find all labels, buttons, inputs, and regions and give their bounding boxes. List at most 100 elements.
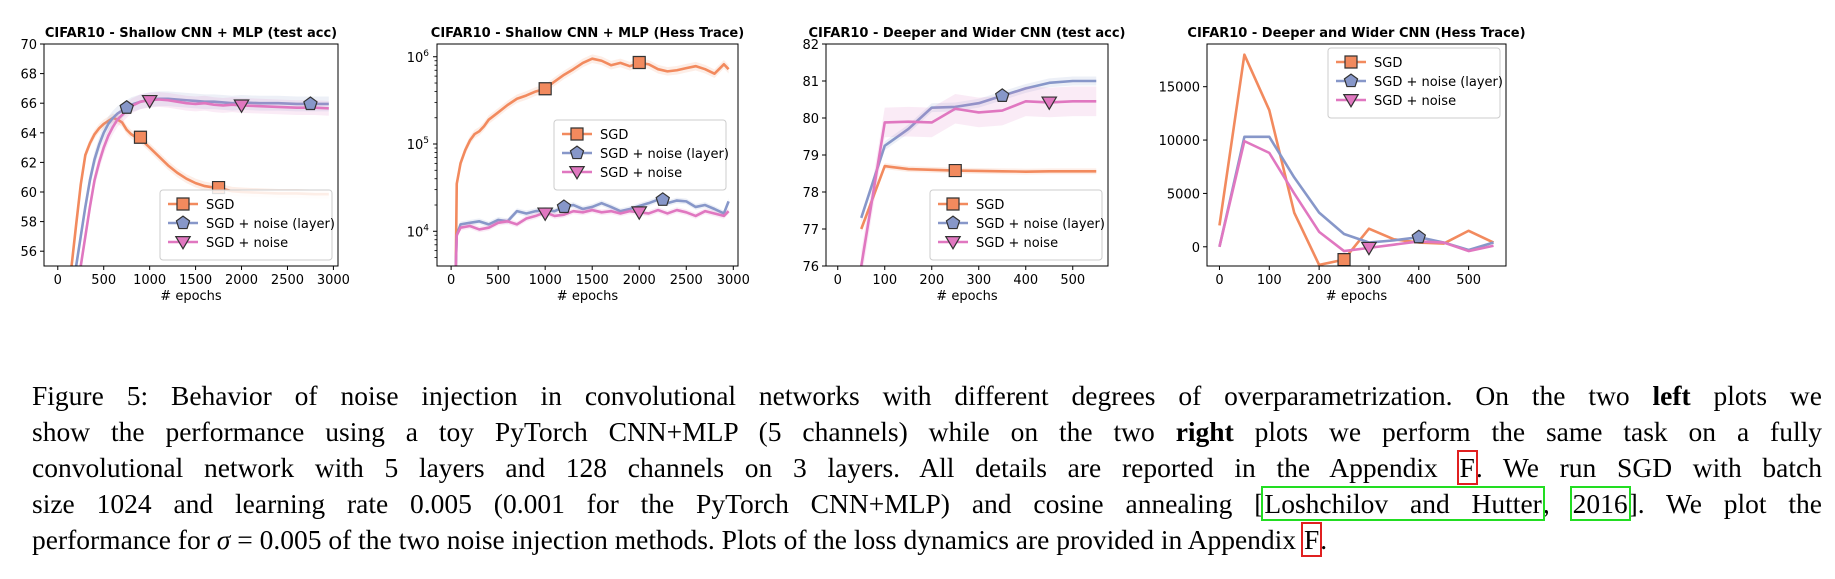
series-marker: [994, 88, 1010, 102]
series-marker: [233, 99, 250, 114]
chart-title: CIFAR10 - Shallow CNN + MLP (test acc): [45, 26, 337, 41]
legend-entry: SGD + noise (layer): [976, 217, 1105, 232]
y-tick-label: 62: [20, 156, 37, 171]
legend-box: [1327, 47, 1501, 119]
series-marker: [1041, 96, 1058, 111]
legend-entry: SGD + noise: [1374, 94, 1456, 109]
legend-entry: SGD: [976, 198, 1004, 213]
y-tick-label: 68: [20, 68, 37, 83]
x-tick-label: 2000: [623, 273, 656, 288]
y-tick-label: 82: [802, 38, 819, 53]
caption-line-5: performance for σ = 0.005 of the two noi…: [32, 522, 1822, 558]
legend-box: [929, 189, 1103, 261]
x-tick-label: 400: [1013, 273, 1038, 288]
x-tick-label: 1500: [179, 273, 212, 288]
legend: SGD SGD + noise (layer) SGD + noise: [553, 119, 729, 191]
y-tick-label: 5000: [1167, 187, 1200, 202]
series-marker: [1360, 241, 1378, 256]
chart-deep-test-acc: CIFAR10 - Deeper and Wider CNN (test acc…: [802, 26, 1125, 304]
caption-text: plots we perform the same task on a full…: [1233, 416, 1822, 447]
legend: SGD SGD + noise (layer) SGD + noise: [929, 189, 1105, 261]
x-axis-label: # epochs: [1326, 289, 1388, 304]
x-tick-label: 100: [872, 273, 897, 288]
y-tick-label: 78: [802, 186, 819, 201]
x-tick-label: 300: [1357, 273, 1382, 288]
axes-frame: [436, 43, 739, 267]
caption-text: plots we: [1690, 380, 1822, 411]
caption-line-1: Figure 5: Behavior of noise injection in…: [32, 378, 1822, 414]
legend-marker: [568, 166, 586, 181]
legend-entry: SGD: [600, 128, 628, 143]
legend-entry: SGD: [1374, 56, 1402, 71]
y-tick-label: 0: [1192, 241, 1200, 256]
caption-text: .: [1320, 524, 1328, 555]
series-marker: [538, 82, 552, 96]
chart-shallow-test-acc: CIFAR10 - Shallow CNN + MLP (test acc) 0 5…: [20, 26, 350, 304]
legend-marker: [175, 215, 191, 230]
x-tick-label: 2500: [271, 273, 304, 288]
y-tick-label: 56: [20, 245, 37, 260]
citation-year-link[interactable]: 2016: [1569, 486, 1631, 521]
x-tick-label: 2500: [670, 273, 703, 288]
legend-marker: [945, 215, 961, 230]
caption-text: = 0.005 of the two noise injection metho…: [230, 524, 1303, 555]
y-tick-label: 104: [407, 223, 430, 240]
y-tick-label: 105: [407, 136, 429, 153]
y-tick-label: 79: [802, 149, 819, 164]
legend-entry: SGD + noise: [206, 236, 288, 251]
series-line: [1218, 135, 1494, 252]
caption-bold-left: left: [1652, 380, 1691, 411]
x-tick-label: 300: [966, 273, 991, 288]
series-line: [79, 98, 329, 266]
caption-bold-right: right: [1175, 416, 1234, 447]
legend-marker: [174, 236, 192, 251]
series-band: [80, 92, 329, 266]
caption-text: . We run SGD with batch: [1475, 452, 1822, 483]
legend-entry: SGD + noise (layer): [206, 217, 335, 232]
chart-deep-hess-trace: CIFAR10 - Deeper and Wider CNN (Hess Tra…: [1159, 26, 1526, 304]
citation-author-link[interactable]: Loshchilov and Hutter: [1261, 486, 1545, 521]
chart-shallow-hess-trace: CIFAR10 - Shallow CNN + MLP (Hess Trace)…: [407, 26, 750, 304]
series-line: [454, 208, 730, 266]
caption-text: size 1024 and learning rate 0.005 (0.001…: [32, 488, 1264, 519]
caption-text: convolutional network with 5 layers and …: [32, 452, 1459, 483]
legend-marker: [570, 127, 584, 141]
x-tick-label: 200: [1307, 273, 1332, 288]
legend-marker: [1343, 73, 1359, 88]
series-line: [454, 198, 730, 266]
x-axis-label: # epochs: [557, 289, 619, 304]
appendix-link[interactable]: F: [1456, 450, 1478, 485]
legend-marker: [944, 236, 962, 251]
caption-text: ,: [1542, 488, 1572, 519]
chart-title: CIFAR10 - Shallow CNN + MLP (Hess Trace): [431, 26, 744, 41]
series-marker: [1411, 229, 1427, 244]
x-tick-label: 1000: [529, 273, 562, 288]
series-marker: [556, 199, 572, 214]
legend-marker: [1344, 55, 1358, 69]
legend-entry: SGD: [206, 198, 234, 213]
sigma-symbol: σ: [216, 524, 231, 555]
plot-area: [859, 76, 1097, 266]
legend-marker: [176, 197, 190, 211]
series-marker: [303, 96, 318, 111]
series-band: [861, 76, 1097, 223]
legend-marker: [946, 197, 960, 211]
x-tick-label: 0: [1215, 273, 1223, 288]
series-band: [455, 207, 729, 266]
caption-text: Behavior of noise injection in convoluti…: [148, 380, 1653, 411]
x-tick-label: 0: [834, 273, 842, 288]
series-band: [861, 86, 1097, 266]
series-marker: [632, 55, 646, 70]
series-marker: [141, 94, 158, 110]
x-tick-label: 200: [919, 273, 944, 288]
x-tick-label: 1000: [133, 273, 166, 288]
y-tick-label: 106: [407, 49, 430, 66]
appendix-link[interactable]: F: [1300, 522, 1323, 557]
series-line: [859, 100, 1097, 266]
legend-entry: SGD + noise (layer): [1374, 75, 1503, 90]
series-line: [860, 79, 1097, 219]
y-tick-label: 15000: [1159, 81, 1200, 96]
x-tick-label: 1500: [576, 273, 609, 288]
series-marker: [655, 192, 671, 206]
plot-area: [1218, 53, 1495, 266]
